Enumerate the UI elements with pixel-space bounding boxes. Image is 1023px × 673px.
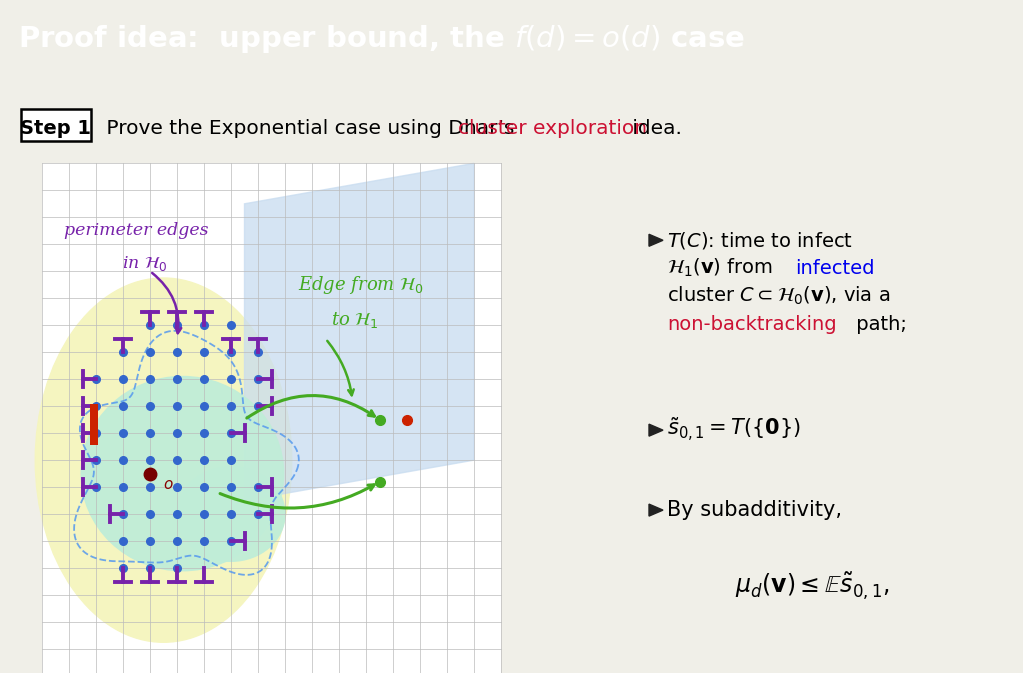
Text: to $\mathcal{H}_1$: to $\mathcal{H}_1$ (330, 310, 379, 330)
Text: idea.: idea. (626, 119, 682, 138)
Polygon shape (649, 234, 663, 246)
Text: Step 1: Step 1 (20, 119, 91, 138)
Text: Prove the Exponential case using Dhar’s: Prove the Exponential case using Dhar’s (100, 119, 521, 138)
Text: perimeter edges: perimeter edges (64, 222, 209, 240)
Polygon shape (649, 424, 663, 436)
FancyBboxPatch shape (21, 109, 91, 141)
Text: $\mu_d(\mathbf{v}) \leq \mathbb{E}\tilde{s}_{0,1},$: $\mu_d(\mathbf{v}) \leq \mathbb{E}\tilde… (735, 569, 889, 600)
Text: cluster $C \subset \mathcal{H}_0(\mathbf{v})$, via a: cluster $C \subset \mathcal{H}_0(\mathbf… (667, 285, 890, 308)
Ellipse shape (177, 467, 285, 561)
Text: $\mathcal{H}_1(\mathbf{v})$ from: $\mathcal{H}_1(\mathbf{v})$ from (667, 257, 774, 279)
Polygon shape (649, 504, 663, 516)
Ellipse shape (35, 278, 292, 642)
Text: path;: path; (850, 315, 906, 334)
Text: $\tilde{s}_{0,1} = T(\{\mathbf{0}\})$: $\tilde{s}_{0,1} = T(\{\mathbf{0}\})$ (667, 416, 801, 444)
Ellipse shape (81, 376, 283, 571)
Text: non-backtracking: non-backtracking (667, 315, 837, 334)
Text: infected: infected (795, 258, 875, 278)
FancyBboxPatch shape (42, 164, 501, 673)
Text: o: o (164, 477, 173, 492)
Text: cluster exploration: cluster exploration (458, 119, 648, 138)
Text: By subadditivity,: By subadditivity, (667, 500, 842, 520)
FancyBboxPatch shape (90, 404, 98, 445)
Text: Proof idea:  upper bound, the $f(d) = o(d)$ case: Proof idea: upper bound, the $f(d) = o(d… (18, 23, 746, 55)
Text: $T(C)$: time to infect: $T(C)$: time to infect (667, 229, 853, 251)
Polygon shape (244, 164, 474, 501)
Text: in $\mathcal{H}_0$: in $\mathcal{H}_0$ (122, 254, 168, 273)
Text: Edge from $\mathcal{H}_0$: Edge from $\mathcal{H}_0$ (299, 274, 425, 295)
